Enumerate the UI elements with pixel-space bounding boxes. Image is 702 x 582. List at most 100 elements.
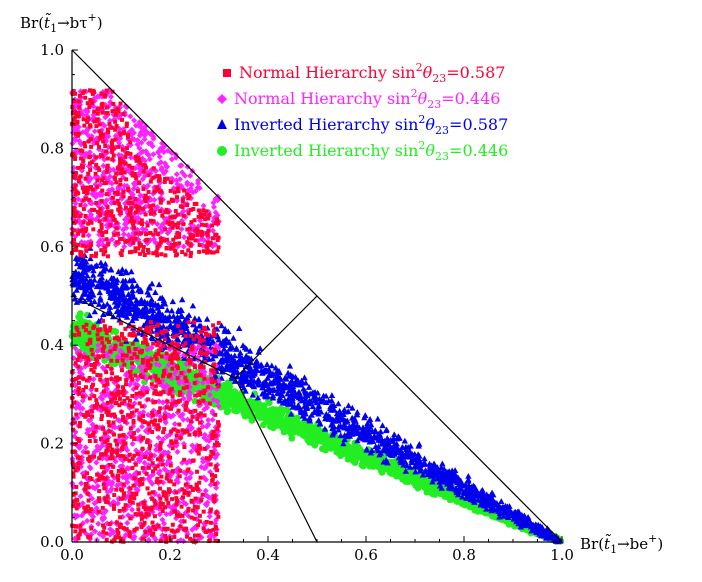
point-triangle bbox=[230, 369, 238, 376]
point-square bbox=[179, 329, 184, 334]
point-triangle bbox=[459, 493, 466, 500]
point-circle bbox=[336, 438, 344, 446]
point-triangle bbox=[128, 300, 136, 307]
point-triangle bbox=[118, 270, 125, 277]
point-triangle bbox=[402, 467, 409, 474]
point-square bbox=[123, 326, 128, 331]
point-triangle bbox=[309, 403, 317, 410]
point-triangle bbox=[129, 287, 136, 294]
point-triangle bbox=[297, 407, 305, 414]
point-circle bbox=[415, 481, 422, 489]
point-triangle bbox=[276, 397, 284, 404]
point-triangle bbox=[288, 377, 295, 384]
point-triangle bbox=[478, 488, 485, 494]
point-triangle bbox=[328, 392, 336, 398]
point-triangle bbox=[275, 385, 282, 392]
point-triangle bbox=[455, 488, 462, 495]
point-triangle bbox=[402, 458, 409, 465]
point-triangle bbox=[137, 286, 144, 293]
point-triangle bbox=[104, 300, 111, 307]
point-triangle bbox=[391, 431, 398, 438]
point-circle bbox=[432, 486, 439, 494]
point-triangle bbox=[85, 294, 92, 301]
point-triangle bbox=[196, 322, 203, 329]
point-triangle bbox=[212, 352, 219, 359]
point-circle bbox=[248, 417, 256, 424]
point-triangle bbox=[102, 265, 110, 272]
point-triangle bbox=[242, 363, 250, 369]
point-triangle bbox=[209, 355, 216, 362]
point-triangle bbox=[367, 449, 375, 456]
point-triangle bbox=[403, 462, 411, 469]
point-circle bbox=[313, 427, 320, 435]
point-circle bbox=[255, 409, 263, 416]
point-diamond bbox=[124, 520, 131, 527]
point-triangle bbox=[148, 334, 155, 340]
point-triangle bbox=[84, 272, 91, 279]
point-triangle bbox=[203, 315, 211, 322]
point-circle bbox=[213, 389, 220, 397]
point-diamond bbox=[173, 171, 180, 178]
point-circle bbox=[237, 396, 245, 404]
point-circle bbox=[231, 407, 239, 414]
point-triangle bbox=[79, 278, 86, 284]
point-square bbox=[115, 358, 120, 363]
point-diamond bbox=[129, 440, 136, 447]
point-triangle bbox=[259, 384, 267, 391]
point-triangle bbox=[286, 362, 294, 369]
point-triangle bbox=[363, 436, 371, 443]
point-triangle bbox=[79, 261, 87, 268]
point-triangle bbox=[138, 296, 145, 303]
point-triangle bbox=[82, 275, 90, 282]
point-square bbox=[134, 391, 139, 396]
point-triangle bbox=[185, 312, 193, 318]
point-triangle bbox=[249, 391, 256, 398]
point-diamond bbox=[200, 202, 207, 209]
point-triangle bbox=[439, 460, 446, 467]
point-triangle bbox=[341, 436, 348, 443]
point-circle bbox=[305, 438, 313, 446]
point-triangle bbox=[313, 399, 320, 406]
point-triangle bbox=[369, 428, 376, 435]
point-triangle bbox=[340, 440, 347, 447]
point-triangle bbox=[348, 414, 356, 421]
point-triangle bbox=[160, 299, 168, 306]
point-circle bbox=[112, 328, 120, 336]
point-square bbox=[76, 364, 81, 369]
point-triangle bbox=[496, 513, 503, 520]
point-triangle bbox=[122, 268, 130, 274]
point-circle bbox=[436, 490, 444, 498]
point-triangle bbox=[322, 392, 330, 399]
point-triangle bbox=[155, 281, 163, 288]
point-circle bbox=[319, 437, 326, 444]
point-circle bbox=[289, 418, 297, 426]
point-triangle bbox=[345, 402, 352, 409]
point-triangle bbox=[264, 393, 271, 400]
point-circle bbox=[441, 493, 449, 500]
point-circle bbox=[359, 462, 367, 470]
point-triangle bbox=[416, 440, 423, 447]
point-triangle bbox=[189, 302, 197, 309]
point-circle bbox=[319, 445, 326, 453]
point-triangle bbox=[263, 361, 271, 368]
point-circle bbox=[457, 498, 464, 505]
point-triangle bbox=[456, 485, 463, 491]
point-triangle bbox=[362, 412, 369, 418]
point-square bbox=[145, 438, 150, 443]
point-triangle bbox=[379, 422, 386, 429]
point-triangle bbox=[412, 468, 419, 475]
point-triangle bbox=[465, 477, 472, 484]
point-diamond bbox=[85, 232, 92, 239]
point-triangle bbox=[96, 277, 103, 284]
point-triangle bbox=[118, 286, 125, 293]
point-triangle bbox=[349, 404, 356, 411]
point-circle bbox=[343, 448, 351, 456]
point-circle bbox=[271, 416, 278, 424]
point-diamond bbox=[139, 423, 146, 430]
point-triangle bbox=[250, 368, 257, 375]
point-triangle bbox=[330, 402, 338, 409]
point-triangle bbox=[103, 278, 110, 285]
point-triangle bbox=[335, 400, 342, 407]
point-triangle bbox=[268, 362, 275, 369]
